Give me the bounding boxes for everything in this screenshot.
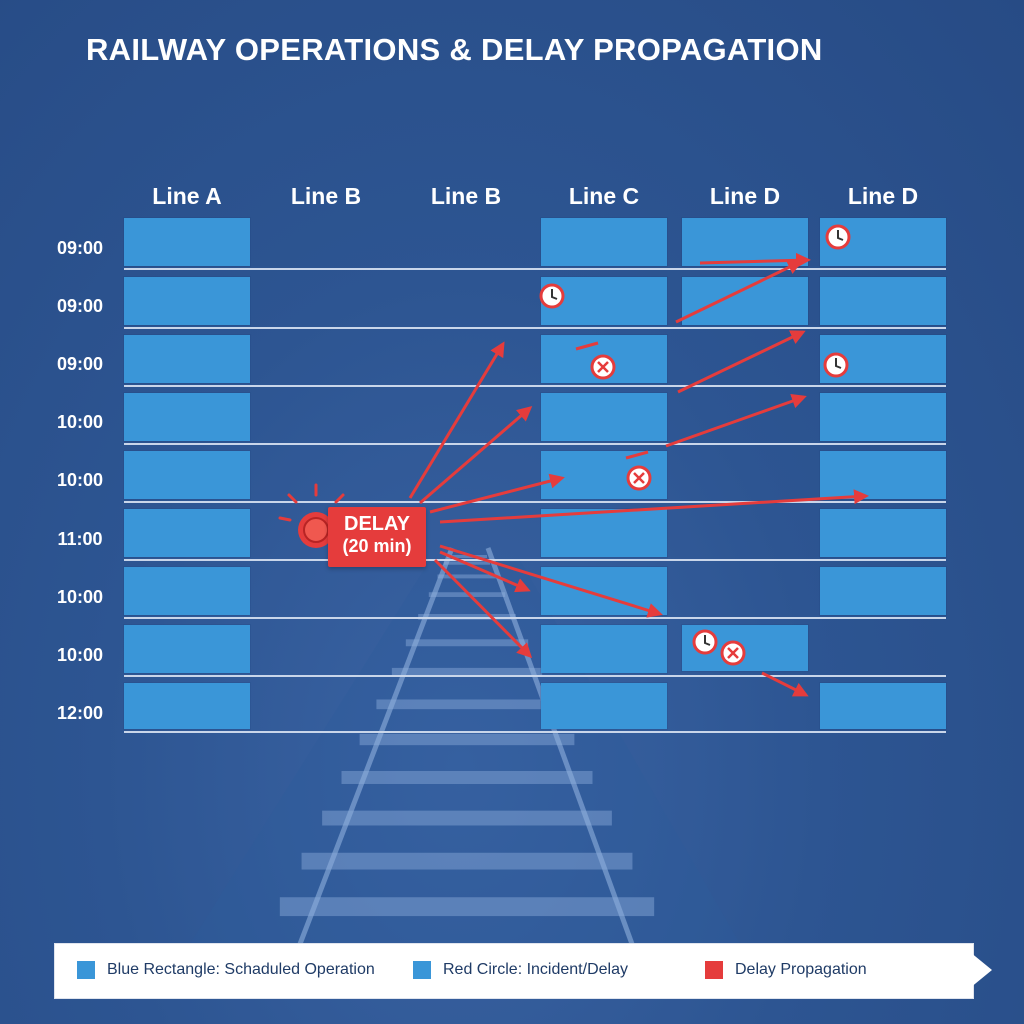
railway-sleeper	[405, 639, 529, 647]
clock-icon	[825, 224, 851, 250]
scheduled-operation-cell[interactable]	[682, 277, 808, 325]
railway-sleeper	[447, 555, 487, 558]
legend-pointer	[970, 952, 992, 988]
grid-line	[124, 675, 946, 677]
row-time-label: 09:00	[56, 296, 104, 316]
scheduled-operation-cell[interactable]	[820, 277, 946, 325]
legend-label: Blue Rectangle: Schaduled Operation	[107, 961, 375, 978]
grid-line	[124, 617, 946, 619]
grid-line	[124, 268, 946, 270]
delay-propagation-arrow	[419, 406, 533, 505]
grid-line	[124, 327, 946, 329]
incident-icon	[278, 483, 345, 548]
scheduled-operation-cell[interactable]	[124, 509, 250, 557]
column-header-line-c: Line C	[568, 183, 640, 209]
delay-propagation-arrow	[429, 473, 565, 514]
row-time-label: 09:00	[56, 354, 104, 374]
legend-swatch-red	[705, 961, 723, 979]
column-header-line-d-2: Line D	[847, 183, 919, 209]
scheduled-operation-cell[interactable]	[541, 509, 667, 557]
scheduled-operation-cell[interactable]	[124, 683, 250, 729]
railway-sleeper	[428, 592, 506, 597]
grid-line	[124, 731, 946, 733]
grid-line	[124, 501, 946, 503]
scheduled-operation-cell[interactable]	[124, 218, 250, 266]
grid-line	[124, 385, 946, 387]
clock-icon	[823, 352, 849, 378]
railway-sleeper	[391, 667, 543, 677]
column-header-line-b: Line B	[290, 183, 362, 209]
railway-sleeper	[279, 897, 655, 917]
railway-sleeper	[359, 733, 575, 746]
scheduled-operation-cell[interactable]	[820, 683, 946, 729]
delay-label[interactable]: DELAY (20 min)	[328, 507, 426, 567]
legend-label: Delay Propagation	[735, 961, 867, 978]
row-time-label: 10:00	[56, 645, 104, 665]
legend: Blue Rectangle: Schaduled Operation Red …	[54, 943, 974, 999]
delay-propagation-arrow	[699, 252, 811, 268]
railway-sleeper	[376, 699, 558, 710]
scheduled-operation-cell[interactable]	[820, 393, 946, 441]
delay-label-title: DELAY	[344, 513, 410, 535]
scheduled-operation-cell[interactable]	[541, 218, 667, 266]
scheduled-operation-cell[interactable]	[682, 218, 808, 266]
delay-propagation-arrow	[761, 671, 809, 697]
clock-icon	[539, 283, 565, 309]
column-header-line-b-2: Line B	[430, 183, 502, 209]
x-circle-icon	[590, 354, 616, 380]
clock-icon	[692, 629, 718, 655]
scheduled-operation-cell[interactable]	[124, 625, 250, 673]
x-circle-icon	[626, 465, 652, 491]
legend-swatch-blue	[77, 961, 95, 979]
row-time-label: 11:00	[57, 529, 103, 549]
scheduled-operation-cell[interactable]	[124, 393, 250, 441]
delay-propagation-arrow	[408, 341, 505, 499]
delay-dash	[625, 450, 649, 460]
scheduled-operation-cell[interactable]	[124, 335, 250, 383]
scheduled-operation-cell[interactable]	[124, 567, 250, 615]
legend-label: Red Circle: Incident/Delay	[443, 961, 628, 978]
column-header-line-d: Line D	[709, 183, 781, 209]
delay-propagation-arrow	[433, 558, 533, 659]
delay-propagation-arrow	[677, 330, 806, 394]
scheduled-operation-cell[interactable]	[820, 451, 946, 499]
scheduled-operation-cell[interactable]	[541, 683, 667, 729]
scheduled-operation-cell[interactable]	[541, 567, 667, 615]
delay-propagation-arrow	[665, 393, 807, 448]
railway-sleeper	[418, 614, 516, 620]
x-circle-icon	[720, 640, 746, 666]
row-time-label: 09:00	[56, 238, 104, 258]
row-time-label: 10:00	[56, 587, 104, 607]
legend-swatch-blue	[413, 961, 431, 979]
railway-sleeper	[341, 770, 593, 784]
scheduled-operation-cell[interactable]	[541, 625, 667, 673]
page-title: RAILWAY OPERATIONS & DELAY PROPAGATION	[86, 32, 823, 67]
row-time-label: 12:00	[56, 703, 104, 723]
grid-line	[124, 443, 946, 445]
scheduled-operation-cell[interactable]	[124, 277, 250, 325]
railway-sleeper	[437, 574, 497, 579]
scheduled-operation-cell[interactable]	[541, 393, 667, 441]
row-time-label: 10:00	[56, 470, 104, 490]
delay-propagation-arrow	[675, 260, 803, 324]
legend-item-propagation: Delay Propagation	[705, 961, 867, 979]
railway-sleeper	[301, 852, 633, 870]
legend-item-incident: Red Circle: Incident/Delay	[413, 961, 628, 979]
delay-label-duration: (20 min)	[342, 536, 412, 556]
railway-sleeper	[322, 810, 612, 826]
legend-item-scheduled: Blue Rectangle: Schaduled Operation	[77, 961, 375, 979]
scheduled-operation-cell[interactable]	[820, 567, 946, 615]
scheduled-operation-cell[interactable]	[124, 451, 250, 499]
delay-propagation-arrow	[439, 489, 869, 524]
delay-propagation-arrow	[439, 544, 663, 618]
row-time-label: 10:00	[56, 412, 104, 432]
delay-propagation-arrow	[439, 550, 531, 593]
delay-dash	[575, 341, 599, 351]
scheduled-operation-cell[interactable]	[820, 509, 946, 557]
column-header-line-a: Line A	[152, 183, 222, 209]
grid-line	[124, 559, 946, 561]
